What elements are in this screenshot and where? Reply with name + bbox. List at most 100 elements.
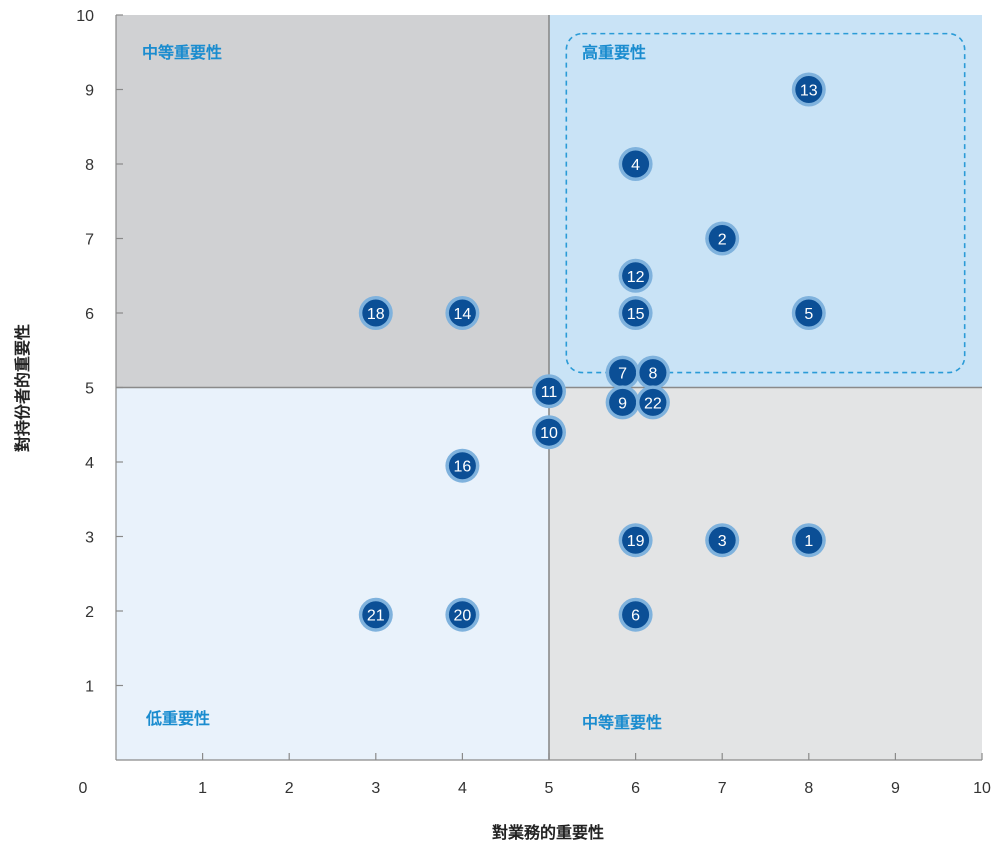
point-label: 15 <box>627 306 645 323</box>
x-tick-label: 9 <box>891 780 900 797</box>
point-marker <box>622 150 650 178</box>
point-marker <box>622 601 650 629</box>
data-point-19: 19 <box>618 523 653 558</box>
point-marker <box>535 377 563 405</box>
point-label: 8 <box>648 366 657 383</box>
point-label: 22 <box>644 395 662 412</box>
point-label: 16 <box>454 459 472 476</box>
point-label: 12 <box>627 269 645 286</box>
data-point-8: 8 <box>635 355 670 390</box>
data-point-22: 22 <box>635 385 670 420</box>
x-tick-label: 2 <box>285 780 294 797</box>
point-marker <box>448 299 476 327</box>
data-point-12: 12 <box>618 258 653 293</box>
point-label: 21 <box>367 608 385 625</box>
x-tick-label: 7 <box>718 780 727 797</box>
highlight-dashed-box <box>565 32 966 374</box>
x-tick-label: 6 <box>631 780 640 797</box>
point-label: 3 <box>718 533 727 550</box>
point-marker <box>795 526 823 554</box>
point-label: 1 <box>804 533 813 550</box>
x-tick-label: 4 <box>458 780 467 797</box>
point-label: 18 <box>367 306 385 323</box>
data-point-7: 7 <box>605 355 640 390</box>
x-tick-label: 5 <box>545 780 554 797</box>
y-tick-label: 2 <box>85 604 94 621</box>
point-marker <box>362 299 390 327</box>
x-tick-label: 3 <box>371 780 380 797</box>
y-tick-label: 8 <box>85 157 94 174</box>
quadrant-label: 低重要性 <box>145 709 210 728</box>
point-label: 5 <box>804 306 813 323</box>
y-tick-label: 6 <box>85 306 94 323</box>
x-tick-label: 10 <box>973 780 991 797</box>
data-point-3: 3 <box>705 523 740 558</box>
point-label: 7 <box>618 366 627 383</box>
data-point-20: 20 <box>445 597 480 632</box>
point-marker <box>622 526 650 554</box>
y-tick-label: 10 <box>76 8 94 25</box>
quadrant-label: 高重要性 <box>582 43 646 62</box>
data-point-16: 16 <box>445 448 480 483</box>
x-tick-label: 1 <box>198 780 207 797</box>
point-marker <box>622 262 650 290</box>
data-point-6: 6 <box>618 597 653 632</box>
point-marker <box>622 299 650 327</box>
quadrant-bg-0 <box>116 15 549 388</box>
y-tick-label: 5 <box>85 381 94 398</box>
data-point-9: 9 <box>605 385 640 420</box>
point-marker <box>609 359 637 387</box>
data-point-4: 4 <box>618 147 653 181</box>
data-point-21: 21 <box>358 597 393 632</box>
point-marker <box>639 388 667 416</box>
point-marker <box>795 76 823 103</box>
data-point-18: 18 <box>358 296 393 330</box>
y-tick-label: 1 <box>85 679 94 696</box>
point-marker <box>362 601 390 629</box>
y-axis-label: 對持份者的重要性 <box>13 324 32 452</box>
point-label: 19 <box>627 533 645 550</box>
data-point-1: 1 <box>791 523 826 558</box>
y-tick-label: 4 <box>85 455 94 472</box>
quadrant-label: 中等重要性 <box>582 713 662 732</box>
point-marker <box>708 526 736 554</box>
point-marker <box>639 359 667 387</box>
quadrant-backgrounds <box>116 15 982 760</box>
quadrant-bg-3 <box>549 387 982 760</box>
quadrant-bg-1 <box>549 15 982 388</box>
data-point-2: 2 <box>705 221 740 256</box>
quadrant-label: 中等重要性 <box>142 43 222 62</box>
data-point-10: 10 <box>532 415 566 450</box>
point-label: 2 <box>718 232 727 249</box>
point-label: 20 <box>454 608 472 625</box>
y-tick-label: 3 <box>85 530 94 547</box>
data-point-13: 13 <box>791 72 826 107</box>
x-tick-label: 0 <box>79 780 88 797</box>
quadrant-bg-2 <box>116 387 549 760</box>
data-point-14: 14 <box>445 296 480 330</box>
point-marker <box>448 452 476 480</box>
x-tick-label: 8 <box>804 780 813 797</box>
point-label: 13 <box>800 83 818 100</box>
point-marker <box>535 418 563 446</box>
y-tick-label: 7 <box>85 232 94 249</box>
point-label: 9 <box>618 395 627 412</box>
point-label: 14 <box>454 306 472 323</box>
point-marker <box>795 299 823 327</box>
point-label: 10 <box>540 425 558 442</box>
point-label: 11 <box>541 384 558 401</box>
x-axis-label: 對業務的重要性 <box>492 823 604 842</box>
point-label: 6 <box>631 608 640 625</box>
point-marker <box>448 601 476 629</box>
y-tick-label: 9 <box>85 83 94 100</box>
point-label: 4 <box>631 157 640 174</box>
point-marker <box>708 225 736 252</box>
data-point-5: 5 <box>791 296 826 330</box>
highlight-region <box>565 32 966 374</box>
point-marker <box>609 388 637 416</box>
data-point-11: 11 <box>532 374 566 409</box>
